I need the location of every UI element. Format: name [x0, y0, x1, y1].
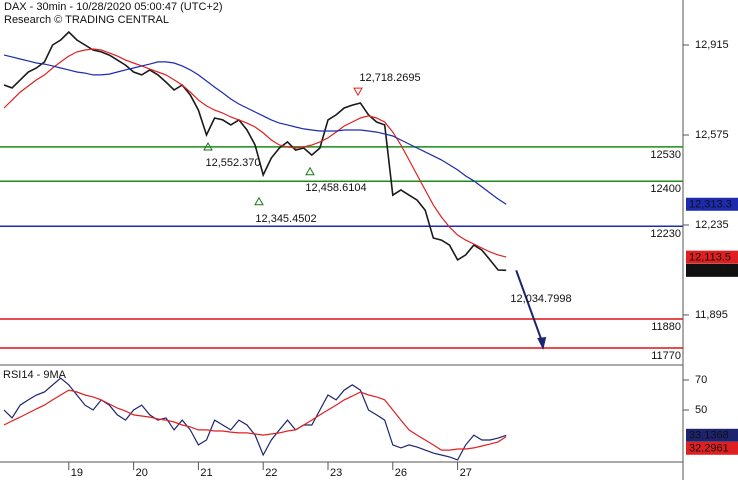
level-label: 11770 [651, 350, 681, 362]
annotation: 12,458.6104 [305, 182, 366, 194]
up-marker [305, 166, 315, 176]
value-badge-label: 12,063.6 [689, 265, 732, 277]
ma-line [3, 389, 507, 451]
ma-line [3, 48, 507, 258]
annotation: 12,345.4502 [255, 213, 316, 225]
up-marker [203, 141, 213, 151]
annotation: 12,034.7998 [510, 293, 571, 305]
forecast-arrow [515, 270, 544, 343]
x-tick-label: 21 [200, 467, 212, 479]
x-tick-label: 26 [395, 467, 407, 479]
value-badge-label: 32.2961 [689, 443, 729, 455]
y-tick-label: 12,915 [695, 39, 729, 51]
ma-line [3, 54, 507, 205]
x-tick-label: 27 [460, 467, 472, 479]
level-label: 11880 [651, 321, 681, 333]
price-line [3, 30, 507, 272]
x-tick-label: 22 [265, 467, 277, 479]
value-badge-label: 12,113.5 [689, 252, 731, 264]
annotation: 12,552.370 [205, 157, 260, 169]
annotation: 12,718.2695 [359, 72, 420, 84]
x-tick-label: 23 [330, 467, 342, 479]
forecast-arrowhead [537, 337, 547, 351]
y-tick-label: 11,895 [695, 309, 728, 321]
rsi-title: RSI14 - 9MA [3, 369, 67, 381]
level-label: 12230 [650, 228, 681, 240]
value-badge [686, 428, 738, 442]
down-marker [353, 87, 363, 97]
value-badge-label: 12,313.3 [689, 199, 732, 211]
up-marker [254, 196, 264, 206]
price-line [3, 377, 507, 461]
x-tick-label: 20 [136, 467, 148, 479]
y-tick-label: 12,575 [695, 129, 729, 141]
y-tick-label: 70 [695, 374, 707, 386]
chart-title: DAX - 30min - 10/28/2020 05:00:47 (UTC+2… [4, 1, 223, 13]
level-label: 12400 [650, 183, 681, 195]
value-badge [686, 197, 738, 211]
level-label: 12530 [650, 149, 681, 161]
y-tick-label: 12,235 [695, 219, 729, 231]
value-badge [686, 441, 738, 455]
value-badge-label: 33.1368 [689, 430, 729, 442]
chart-subtitle: Research © TRADING CENTRAL [4, 14, 169, 26]
value-badge [686, 263, 738, 277]
y-tick-label: 50 [695, 404, 707, 416]
value-badge [686, 250, 738, 264]
x-tick-label: 19 [71, 467, 83, 479]
